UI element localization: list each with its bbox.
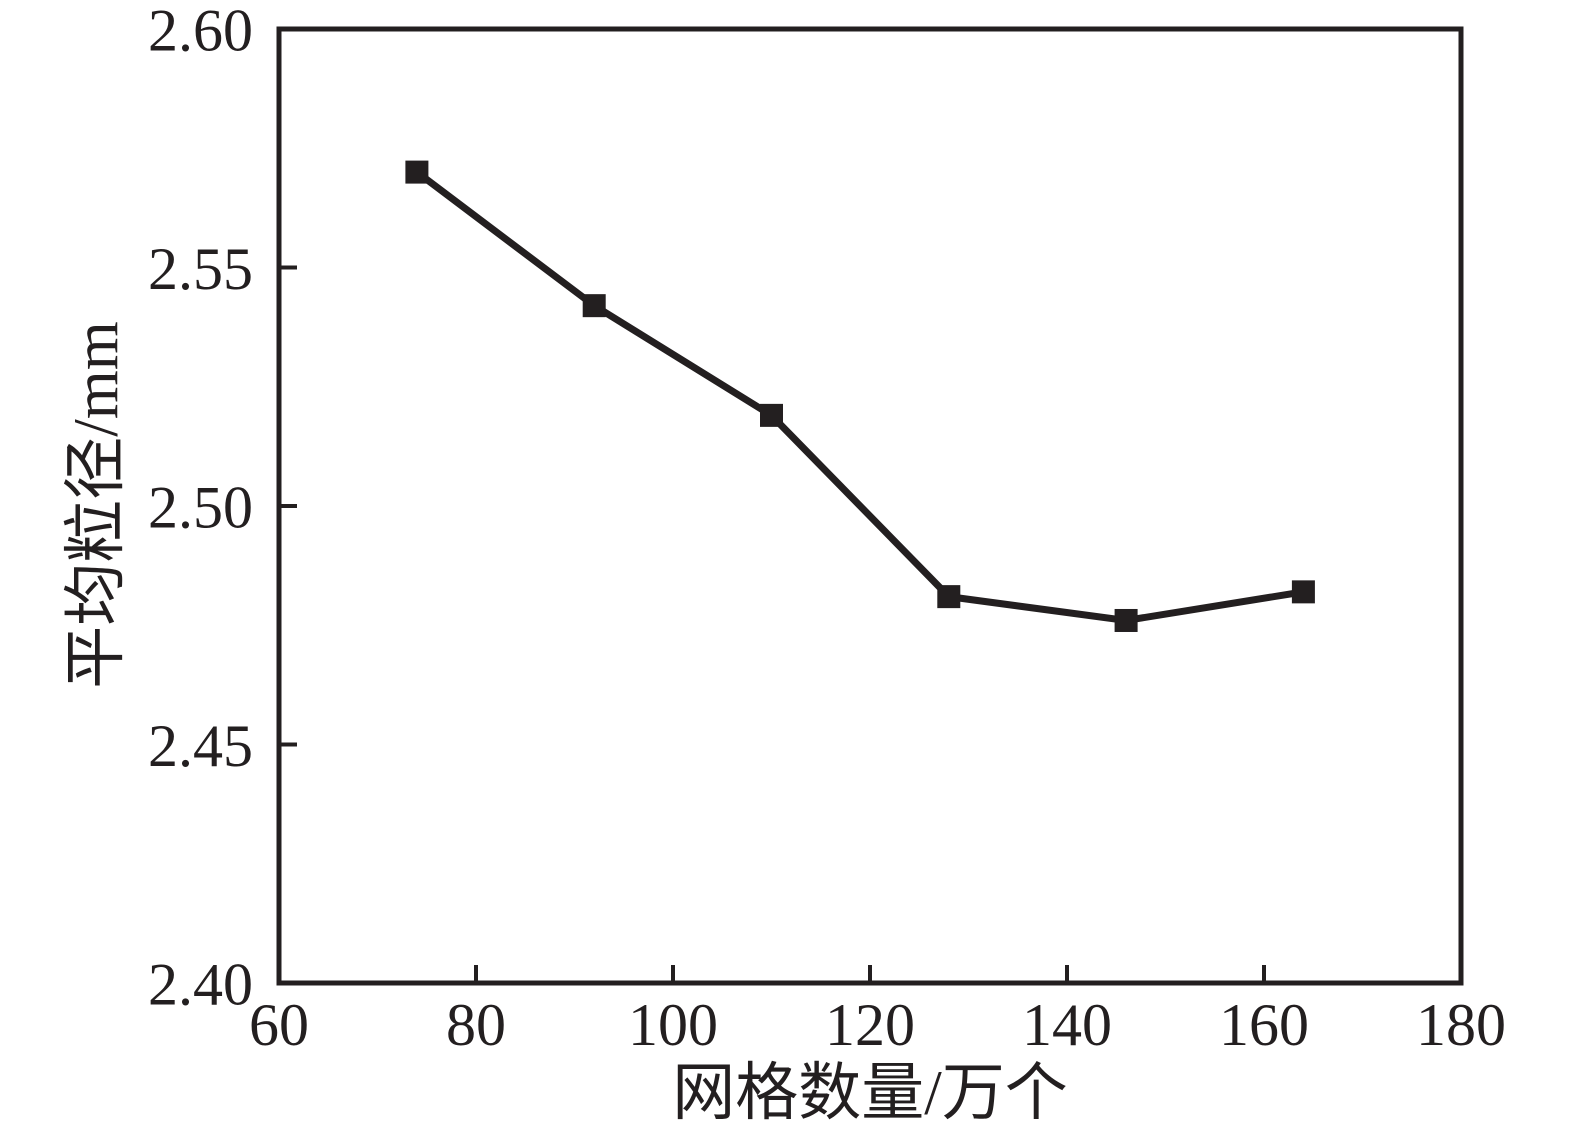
x-tick-label: 120 [825, 992, 915, 1058]
y-tick-label: 2.40 [148, 952, 253, 1018]
x-tick-label: 80 [446, 992, 506, 1058]
data-point-marker [1114, 608, 1138, 632]
x-tick-label: 100 [628, 992, 718, 1058]
y-axis-label: 平均粒径/mm [61, 321, 131, 689]
x-tick-label: 60 [249, 992, 309, 1058]
data-point-marker [1291, 580, 1315, 604]
data-point-marker [582, 294, 606, 318]
x-tick-label: 180 [1416, 992, 1506, 1058]
x-tick-label: 160 [1219, 992, 1309, 1058]
x-axis-label: 网格数量/万个 [672, 1058, 1068, 1128]
x-tick-label: 140 [1022, 992, 1112, 1058]
data-point-marker [760, 403, 783, 427]
plot-area: 60 80 100 120 140 160 180 2.40 2.45 2.50 2.55 2.60 [148, 0, 1506, 1058]
y-tick-label: 2.60 [148, 0, 253, 64]
y-tick-label: 2.45 [148, 713, 253, 779]
y-tick-label: 2.50 [148, 475, 253, 541]
plot-frame [276, 26, 1464, 986]
data-point-marker [405, 160, 429, 184]
data-line [414, 169, 1304, 625]
y-tick-label: 2.55 [148, 236, 253, 302]
data-point-marker [937, 585, 961, 609]
